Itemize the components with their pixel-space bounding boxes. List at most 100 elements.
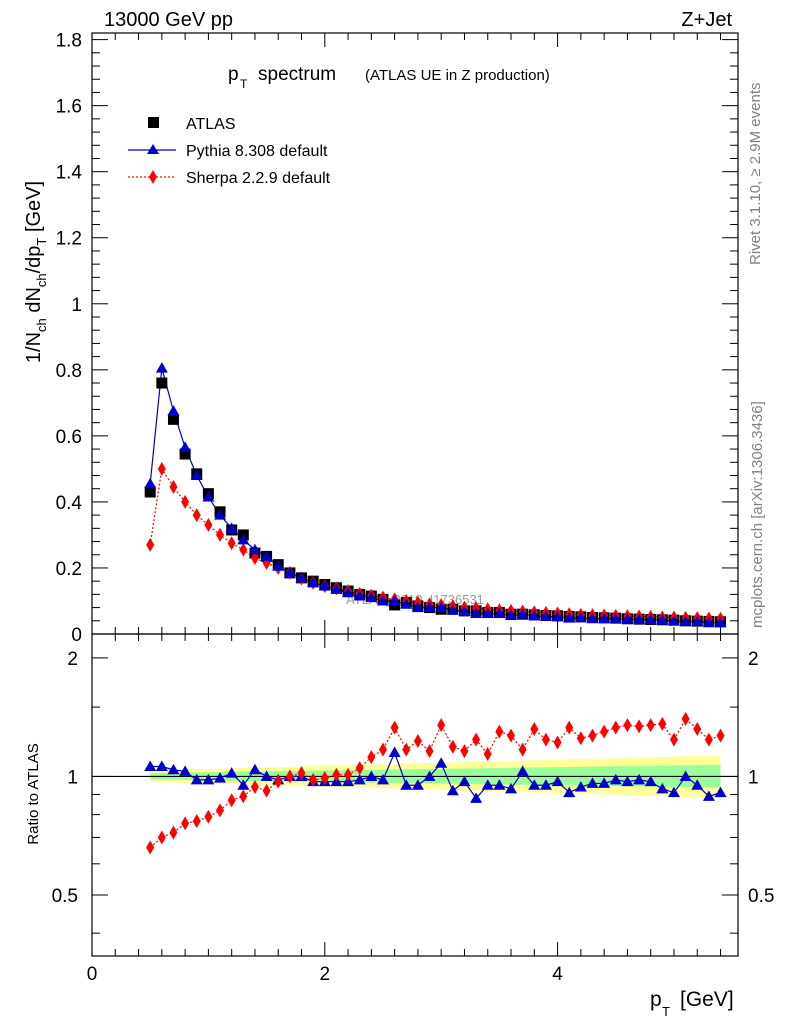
pythia-ratio-point bbox=[714, 786, 727, 798]
sherpa-ratio-point bbox=[402, 742, 411, 757]
sherpa-ratio-point bbox=[344, 767, 353, 782]
pythia-data-point bbox=[481, 607, 494, 619]
pythia-ratio-point bbox=[179, 765, 192, 776]
sherpa-ratio-point bbox=[192, 814, 201, 829]
sherpa-data-point bbox=[157, 461, 166, 476]
legend-label-atlas: ATLAS bbox=[186, 116, 236, 133]
atlas-data-point bbox=[167, 413, 179, 425]
pythia-data-point bbox=[167, 405, 180, 416]
pythia-data-point bbox=[411, 601, 424, 613]
pythia-data-point bbox=[307, 576, 320, 588]
sherpa-ratio-point bbox=[320, 771, 329, 786]
pythia-data-point bbox=[225, 522, 238, 533]
sherpa-ratio-point bbox=[332, 767, 341, 782]
svg-text:p: p bbox=[650, 988, 662, 1011]
legend-label-sherpa: Sherpa 2.2.9 default bbox=[186, 170, 331, 187]
sherpa-ratio-point bbox=[413, 734, 422, 749]
atlas-data-point bbox=[179, 448, 191, 460]
chart-title: p T spectrum (ATLAS UE in Z production) bbox=[228, 64, 550, 91]
y-tick-label: 0 bbox=[71, 625, 82, 646]
pythia-ratio-point bbox=[656, 782, 669, 794]
ratio-tick-label-left: 1 bbox=[67, 767, 78, 788]
pythia-ratio-point bbox=[598, 777, 611, 788]
pythia-data-point bbox=[493, 607, 506, 619]
ratio-tick-label-right: 0.5 bbox=[748, 886, 774, 907]
pythia-ratio-point bbox=[144, 760, 157, 771]
pythia-ratio-point bbox=[435, 757, 448, 768]
pythia-ratio-point bbox=[155, 760, 168, 771]
ratio-plot-frame bbox=[91, 633, 739, 957]
pythia-data-point bbox=[470, 607, 483, 619]
sherpa-ratio-point bbox=[204, 809, 213, 824]
sherpa-ratio-point bbox=[216, 803, 225, 818]
sherpa-ratio-point bbox=[507, 728, 516, 743]
pythia-ratio-point bbox=[516, 765, 529, 776]
ratio-tick-label-left: 2 bbox=[67, 649, 78, 670]
sherpa-ratio-point bbox=[646, 718, 655, 733]
legend-marker-atlas bbox=[148, 117, 159, 128]
pythia-data-point bbox=[539, 610, 552, 621]
sherpa-ratio-point bbox=[623, 718, 632, 733]
pythia-data-point bbox=[586, 612, 599, 624]
sherpa-ratio-point bbox=[285, 769, 294, 784]
sherpa-ratio-point bbox=[565, 720, 574, 735]
pythia-ratio-point bbox=[644, 775, 657, 787]
sherpa-ratio-point bbox=[495, 724, 504, 739]
sherpa-ratio-point bbox=[600, 724, 609, 739]
sherpa-ratio-point bbox=[262, 783, 271, 798]
sherpa-ratio-point bbox=[611, 720, 620, 735]
pythia-ratio-point bbox=[679, 770, 692, 781]
pythia-ratio-point bbox=[609, 773, 622, 785]
sherpa-ratio-point bbox=[355, 761, 364, 776]
pythia-ratio-point bbox=[563, 786, 576, 798]
pythia-data-point bbox=[144, 477, 157, 489]
pythia-data-point bbox=[318, 580, 331, 591]
pythia-data-point bbox=[702, 616, 715, 628]
legend: ATLAS Pythia 8.308 default Sherpa 2.2.9 … bbox=[128, 116, 331, 187]
sherpa-ratio-point bbox=[448, 739, 457, 754]
y-tick-label: 0.6 bbox=[56, 427, 82, 448]
pythia-ratio-point bbox=[574, 781, 587, 792]
title-spectrum: spectrum bbox=[258, 64, 336, 85]
pythia-ratio-point bbox=[225, 767, 238, 778]
pythia-data-point bbox=[400, 598, 413, 609]
y-tick-label: 1.2 bbox=[56, 229, 82, 250]
pythia-data-point bbox=[516, 608, 529, 619]
pythia-data-point bbox=[633, 613, 646, 624]
pythia-ratio-point bbox=[470, 792, 483, 803]
sherpa-ratio-point bbox=[297, 766, 306, 781]
sherpa-data-point bbox=[227, 536, 236, 551]
sherpa-data-point bbox=[216, 527, 225, 542]
pythia-ratio-point bbox=[493, 779, 506, 790]
pythia-data-point bbox=[214, 509, 227, 520]
sherpa-ratio-point bbox=[146, 840, 155, 855]
pythia-data-point bbox=[551, 610, 564, 622]
pythia-ratio-point bbox=[248, 763, 261, 775]
sherpa-ratio-point bbox=[588, 728, 597, 743]
atlas-data-point bbox=[156, 377, 168, 389]
pythia-data-point bbox=[202, 490, 215, 502]
pythia-ratio-point bbox=[539, 779, 552, 790]
sherpa-ratio-point bbox=[483, 747, 492, 762]
mcplots-label: mcplots.cern.ch [arXiv:1306.3436] bbox=[749, 401, 766, 628]
pythia-data-point bbox=[656, 614, 669, 625]
pythia-ratio-point bbox=[167, 763, 180, 775]
sherpa-data-point bbox=[181, 494, 190, 509]
sherpa-ratio-point bbox=[425, 744, 434, 759]
x-tick-label: 0 bbox=[87, 964, 98, 985]
sherpa-ratio-point bbox=[553, 735, 562, 750]
chart-subtitle: (ATLAS UE in Z production) bbox=[365, 67, 550, 84]
sherpa-ratio-point bbox=[169, 825, 178, 840]
sherpa-data-point bbox=[146, 537, 155, 552]
title-subscript-t: T bbox=[240, 77, 248, 91]
y-tick-label: 0.4 bbox=[56, 493, 83, 514]
legend-marker-sherpa bbox=[149, 170, 157, 184]
pythia-data-point bbox=[446, 604, 459, 615]
y-tick-label: 1 bbox=[71, 295, 82, 316]
pythia-ratio-point bbox=[365, 770, 378, 781]
axis-tick-labels: 0 2 4 0 0.2 0.4 0.6 0.8 1 1.2 1.4 1.6 1.8 0.5 0.5 1 1 2 2 bbox=[52, 31, 775, 985]
pythia-data-point bbox=[353, 590, 366, 601]
pythia-ratio-point bbox=[528, 779, 541, 790]
sherpa-ratio-point bbox=[227, 793, 236, 808]
sherpa-ratio-point bbox=[250, 780, 259, 795]
